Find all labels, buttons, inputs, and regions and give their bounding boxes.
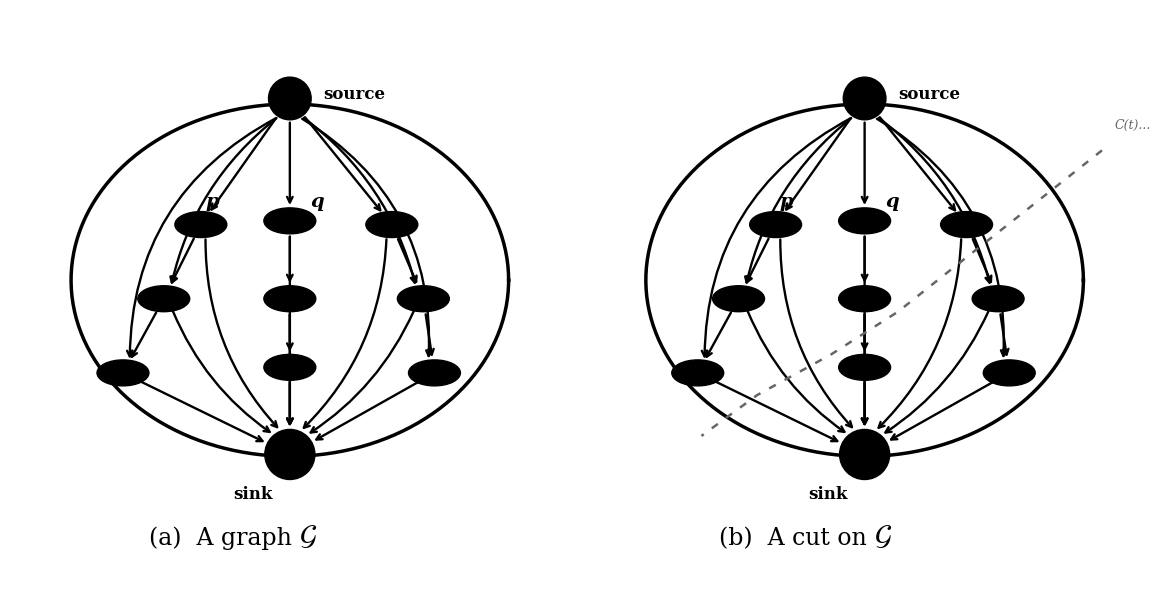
Ellipse shape	[839, 286, 890, 312]
Text: p: p	[205, 193, 219, 211]
Text: C(t)...: C(t)...	[1114, 119, 1151, 132]
Ellipse shape	[408, 360, 461, 386]
Text: (a)  A graph: (a) A graph	[149, 527, 299, 550]
Ellipse shape	[264, 355, 316, 380]
Text: q: q	[311, 193, 325, 211]
Ellipse shape	[264, 286, 316, 312]
Circle shape	[269, 77, 311, 120]
Ellipse shape	[839, 208, 890, 234]
Circle shape	[843, 77, 886, 120]
Ellipse shape	[983, 360, 1036, 386]
Text: $\mathcal{G}$: $\mathcal{G}$	[874, 523, 891, 550]
Ellipse shape	[839, 355, 890, 380]
Text: $\mathcal{G}$: $\mathcal{G}$	[299, 523, 317, 550]
Ellipse shape	[398, 286, 449, 312]
Ellipse shape	[137, 286, 190, 312]
Circle shape	[265, 429, 314, 480]
Ellipse shape	[750, 212, 801, 238]
Ellipse shape	[972, 286, 1024, 312]
Ellipse shape	[97, 360, 149, 386]
Text: sink: sink	[233, 486, 272, 503]
Circle shape	[840, 429, 889, 480]
Text: p: p	[780, 193, 794, 211]
Ellipse shape	[366, 212, 418, 238]
Ellipse shape	[672, 360, 724, 386]
Text: sink: sink	[808, 486, 847, 503]
Text: (b)  A cut on: (b) A cut on	[719, 527, 874, 550]
Ellipse shape	[941, 212, 992, 238]
Ellipse shape	[175, 212, 226, 238]
Text: source: source	[324, 86, 385, 103]
Text: source: source	[899, 86, 960, 103]
Ellipse shape	[264, 208, 316, 234]
Ellipse shape	[712, 286, 765, 312]
Text: q: q	[886, 193, 900, 211]
